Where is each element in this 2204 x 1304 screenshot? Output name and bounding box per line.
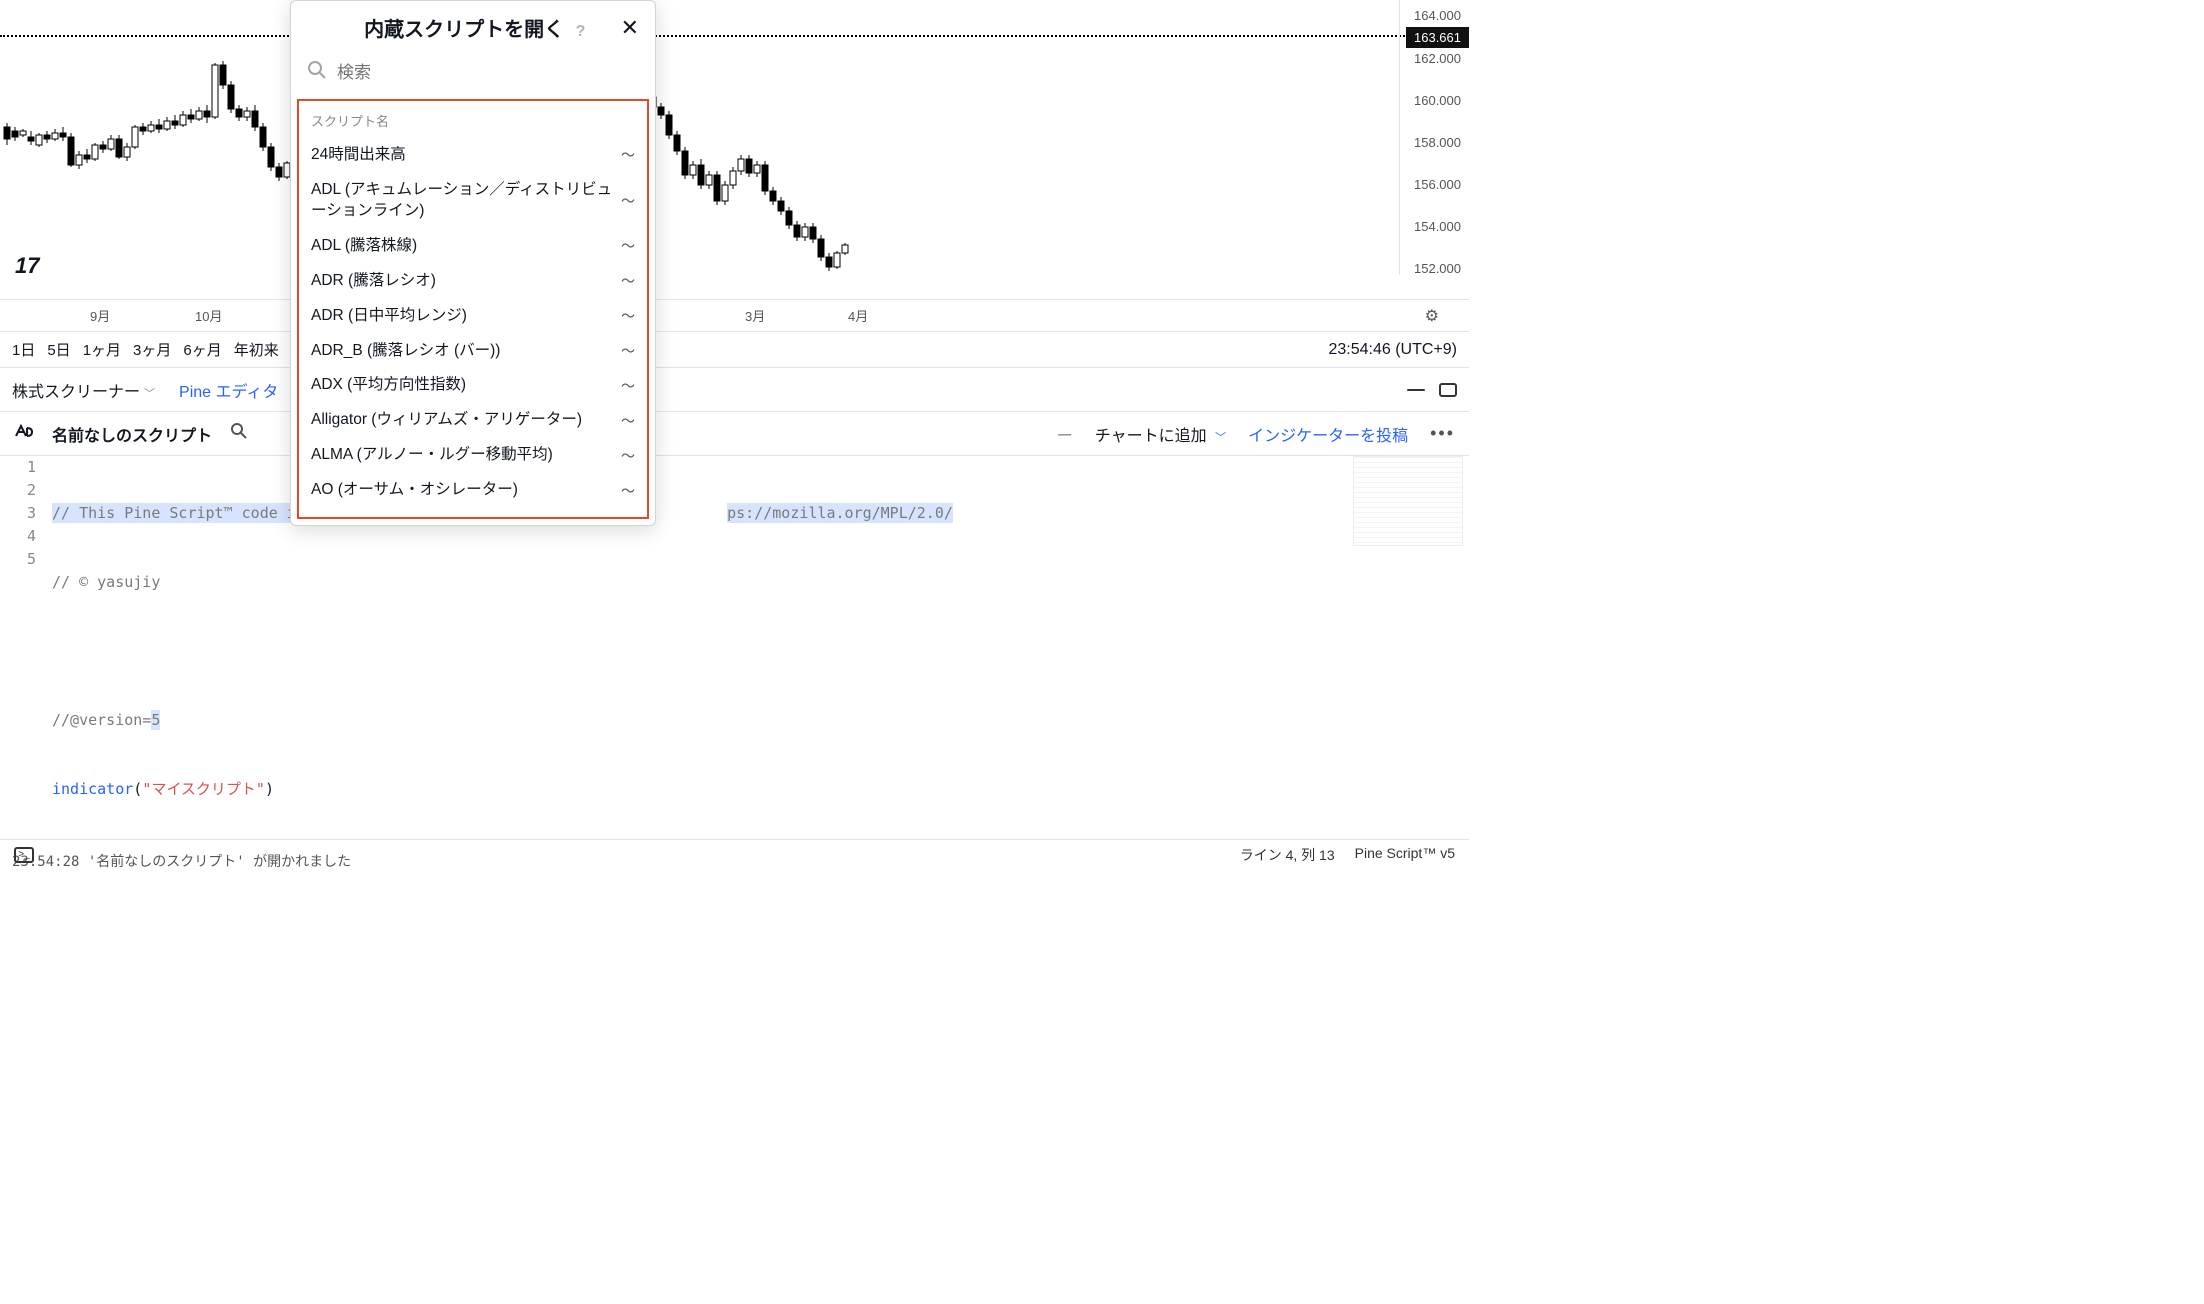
dialog-title: 内蔵スクリプトを開く ?	[329, 13, 621, 42]
code-text: indicator	[52, 780, 133, 798]
script-item-label: ADL (騰落株線)	[311, 236, 613, 257]
y-tick: 156.000	[1414, 177, 1461, 192]
script-item-label: ADX (平均方向性指数)	[311, 375, 613, 396]
script-item-label: ADR (日中平均レンジ)	[311, 306, 613, 327]
chevron-icon: 〜	[621, 191, 635, 211]
post-indicator-button[interactable]: インジケーターを投稿	[1248, 422, 1408, 446]
y-tick: 164.000	[1414, 8, 1461, 23]
script-list-item[interactable]: ADR_B (騰落レシオ (バー)) 〜	[299, 334, 647, 369]
script-item-label: AO (オーサム・オシレーター)	[311, 480, 613, 501]
y-tick: 162.000	[1414, 51, 1461, 66]
code-text: // © yasujiy	[52, 573, 160, 591]
code-text: "マイスクリプト"	[142, 780, 265, 798]
tab-screener[interactable]: 株式スクリーナー﹀	[12, 378, 155, 402]
line-number: 5	[0, 548, 36, 571]
chevron-icon: 〜	[621, 145, 635, 165]
add-to-chart-button[interactable]: チャートに追加 ﹀	[1095, 422, 1226, 446]
code-text: //@version=	[52, 711, 151, 729]
line-number: 3	[0, 502, 36, 525]
time-tick: 3月	[745, 306, 765, 325]
tradingview-logo: 17	[15, 253, 39, 279]
script-list-item[interactable]: ALMA (アルノー・ルグー移動平均) 〜	[299, 438, 647, 473]
code-text: ps://mozilla.org/MPL/2.0/	[727, 503, 953, 523]
pine-version: Pine Script™ v5	[1355, 845, 1455, 865]
script-item-label: Aroon (アルーン)	[311, 515, 613, 519]
range-button[interactable]: 年初来	[234, 339, 279, 360]
line-gutter: 12345	[0, 456, 48, 571]
y-tick: 152.000	[1414, 261, 1461, 276]
panel-tabs: 株式スクリーナー﹀ Pine エディタ ストラ	[0, 368, 1469, 412]
more-icon[interactable]: •••	[1430, 423, 1455, 444]
chevron-down-icon: ﹀	[144, 388, 155, 400]
tab-pine-editor[interactable]: Pine エディタ	[179, 378, 278, 402]
chevron-icon: 〜	[621, 236, 635, 256]
close-icon[interactable]: ✕	[621, 15, 639, 41]
script-list-item[interactable]: ADR (日中平均レンジ) 〜	[299, 299, 647, 334]
chevron-icon: 〜	[621, 341, 635, 361]
y-tick: 158.000	[1414, 135, 1461, 150]
chevron-icon: 〜	[621, 376, 635, 396]
chevron-down-icon: ﹀	[1215, 432, 1226, 444]
minimize-icon[interactable]	[1407, 389, 1425, 391]
script-item-label: Alligator (ウィリアムズ・アリゲーター)	[311, 410, 613, 431]
script-list-item[interactable]: Aroon (アルーン) 〜	[299, 508, 647, 519]
chart-area: 163.661 164.000162.000160.000158.000156.…	[0, 0, 1469, 300]
minimap[interactable]	[1353, 456, 1463, 546]
range-button[interactable]: 5日	[47, 339, 70, 360]
range-button[interactable]: 3ヶ月	[133, 339, 171, 360]
script-item-label: ADL (アキュムレーション／ディストリビューションライン)	[311, 180, 613, 222]
script-list-item[interactable]: Alligator (ウィリアムズ・アリゲーター) 〜	[299, 403, 647, 438]
terminal-icon[interactable]: >_	[14, 847, 34, 863]
script-item-label: ADR (騰落レシオ)	[311, 271, 613, 292]
help-icon[interactable]: ?	[576, 23, 586, 40]
search-icon	[307, 60, 327, 85]
time-tick: 10月	[195, 306, 222, 325]
script-list: スクリプト名 24時間出来高〜ADL (アキュムレーション／ディストリビューショ…	[297, 99, 649, 519]
chevron-icon: 〜	[621, 446, 635, 466]
maximize-icon[interactable]	[1439, 383, 1457, 397]
script-item-label: ALMA (アルノー・ルグー移動平均)	[311, 445, 613, 466]
y-axis: 164.000 162.000 160.000 158.000 156.000 154.0…	[1399, 0, 1469, 275]
script-list-item[interactable]: 24時間出来高〜	[299, 138, 647, 173]
search-input[interactable]	[337, 63, 639, 83]
editor-toolbar: 名前なしのスクリプト ー チャートに追加 ﹀ インジケーターを投稿 •••	[0, 412, 1469, 456]
time-tick: 4月	[848, 306, 868, 325]
y-tick: 160.000	[1414, 93, 1461, 108]
search-icon[interactable]	[230, 422, 248, 445]
script-list-item[interactable]: ADR (騰落レシオ) 〜	[299, 264, 647, 299]
time-tick: 9月	[90, 306, 110, 325]
script-item-label: 24時間出来高	[311, 145, 613, 166]
range-button[interactable]: 1日	[12, 339, 35, 360]
range-row: 1日5日1ヶ月3ヶ月6ヶ月年初来1年5年 23:54:46 (UTC+9)	[0, 332, 1469, 368]
code-text: 5	[151, 710, 160, 730]
code-editor[interactable]: 12345 // This Pine Script™ code is subje…	[0, 456, 1469, 871]
clock: 23:54:46 (UTC+9)	[1328, 341, 1457, 359]
script-list-item[interactable]: ADL (騰落株線) 〜	[299, 229, 647, 264]
chevron-icon: 〜	[621, 271, 635, 291]
range-button[interactable]: 1ヶ月	[83, 339, 121, 360]
cursor-position: ライン 4, 列 13	[1240, 845, 1335, 865]
script-list-item[interactable]: ADX (平均方向性指数) 〜	[299, 368, 647, 403]
chevron-icon: 〜	[621, 481, 635, 501]
script-item-label: ADR_B (騰落レシオ (バー))	[311, 341, 613, 362]
line-number: 1	[0, 456, 36, 479]
chevron-icon: 〜	[621, 306, 635, 326]
script-list-item[interactable]: ADL (アキュムレーション／ディストリビューションライン) 〜	[299, 173, 647, 229]
code-body[interactable]: // This Pine Script™ code is subjectps:/…	[52, 456, 1469, 847]
script-name[interactable]: 名前なしのスクリプト	[52, 422, 212, 446]
line-number: 2	[0, 479, 36, 502]
gear-icon[interactable]: ⚙	[1425, 306, 1439, 326]
chevron-icon: 〜	[621, 411, 635, 431]
range-button[interactable]: 6ヶ月	[183, 339, 221, 360]
open-script-dialog: 内蔵スクリプトを開く ? ✕ スクリプト名 24時間出来高〜ADL (アキュムレ…	[290, 0, 656, 526]
y-tick: 154.000	[1414, 219, 1461, 234]
time-axis: ⚙ 9月10月月3月4月	[0, 300, 1469, 332]
line-number: 4	[0, 525, 36, 548]
script-list-item[interactable]: AO (オーサム・オシレーター) 〜	[299, 473, 647, 508]
dialog-search	[291, 50, 655, 99]
chevron-icon: 〜	[621, 516, 635, 519]
list-header: スクリプト名	[299, 107, 647, 138]
open-icon[interactable]	[14, 422, 34, 445]
status-bar: >_ ライン 4, 列 13 Pine Script™ v5	[0, 839, 1469, 869]
